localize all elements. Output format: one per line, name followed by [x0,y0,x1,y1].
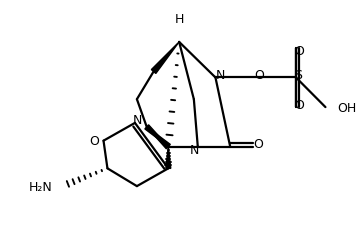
Text: H₂N: H₂N [29,180,52,193]
Text: OH: OH [337,101,357,114]
Text: O: O [254,138,264,150]
Polygon shape [147,127,170,149]
Text: O: O [294,45,304,58]
Text: H: H [174,13,184,26]
Text: S: S [294,69,302,82]
Polygon shape [166,147,171,169]
Text: O: O [89,135,98,147]
Text: N: N [190,143,199,156]
Text: N: N [133,114,143,127]
Text: N: N [216,69,225,82]
Text: O: O [255,69,265,82]
Text: O: O [294,98,304,111]
Polygon shape [151,43,179,74]
Polygon shape [145,125,168,147]
